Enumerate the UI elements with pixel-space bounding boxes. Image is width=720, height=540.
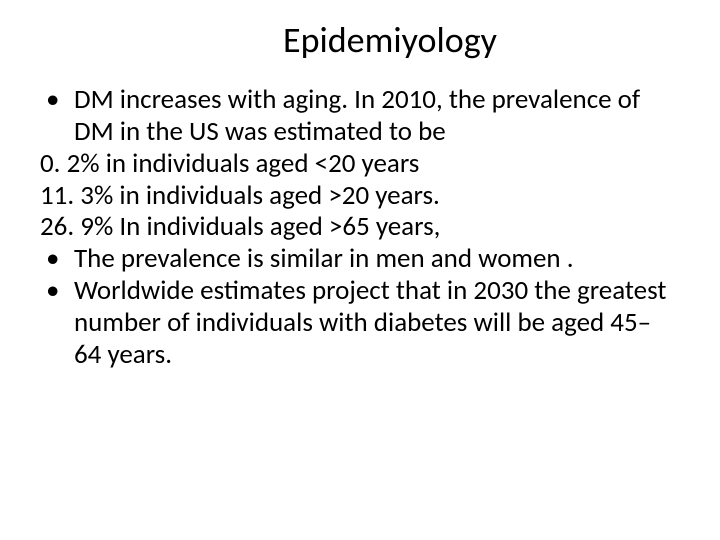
bullet-item: • Worldwide estimates project that in 20… [40,275,680,371]
bullet-dot-icon: • [40,275,74,307]
slide-title: Epidemiyology [40,18,680,62]
slide: Epidemiyology • DM increases with aging.… [0,0,720,540]
body-line: 26. 9% In individuals aged >65 years, [40,211,680,243]
bullet-text: Worldwide estimates project that in 2030… [74,275,680,371]
bullet-item: • The prevalence is similar in men and w… [40,243,680,275]
bullet-item: • DM increases with aging. In 2010, the … [40,84,680,148]
body-line: 0. 2% in individuals aged <20 years [40,148,680,180]
slide-body: • DM increases with aging. In 2010, the … [40,84,680,371]
bullet-text: The prevalence is similar in men and wom… [74,243,680,275]
body-line: 11. 3% in individuals aged >20 years. [40,180,680,212]
bullet-dot-icon: • [40,243,74,275]
bullet-text: DM increases with aging. In 2010, the pr… [74,84,680,148]
bullet-dot-icon: • [40,84,74,116]
